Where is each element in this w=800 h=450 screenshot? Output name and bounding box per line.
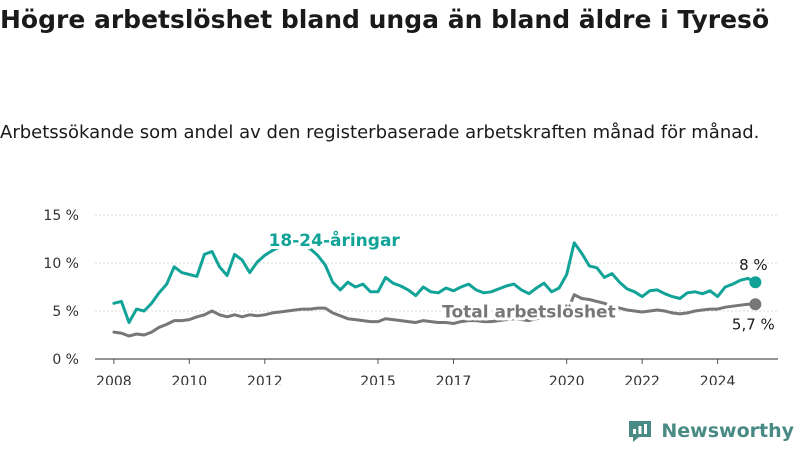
end-point-total [749,298,762,311]
y-tick-label: 5 % [52,304,79,320]
x-tick-label: 2024 [700,374,736,385]
chart-title: Högre arbetslöshet bland unga än bland ä… [0,5,770,34]
x-tick-label: 2017 [436,374,472,385]
series-lines [112,241,757,338]
series-label-youth: 18-24-åringar [269,229,401,251]
y-tick-label: 10 % [43,256,79,272]
brand-name: Newsworthy [661,420,794,442]
x-tick-label: 2010 [172,374,208,385]
y-axis: 0 % 5 % 10 % 15 % [43,208,79,368]
x-tick-label: 2020 [549,374,585,385]
x-tick-label: 2008 [96,374,132,385]
series-line-youth [112,241,757,324]
series-label-total: Total arbetslöshet [442,303,616,323]
end-value-label-total: 5,7 % [732,315,775,333]
series-end-markers [749,276,762,311]
x-tick-label: 2022 [624,374,660,385]
chart-subtitle: Arbetssökande som andel av den registerb… [0,122,760,143]
series-line-total [112,293,757,338]
y-tick-label: 0 % [52,352,79,368]
x-axis: 2008 2010 2012 2015 2017 2020 2022 2024 [96,359,736,385]
end-point-youth [749,276,762,289]
end-value-label-youth: 8 % [739,256,768,274]
y-tick-label: 15 % [43,208,79,224]
x-tick-label: 2012 [247,374,283,385]
x-tick-label: 2015 [360,374,396,385]
newsworthy-logo-icon [629,421,652,442]
brand-logo: Newsworthy [627,418,794,444]
line-chart: 0 %5 %10 %15 % 2008 2010 2012 2015 2017 2020 2… [43,208,778,385]
grid-lines [95,214,778,360]
